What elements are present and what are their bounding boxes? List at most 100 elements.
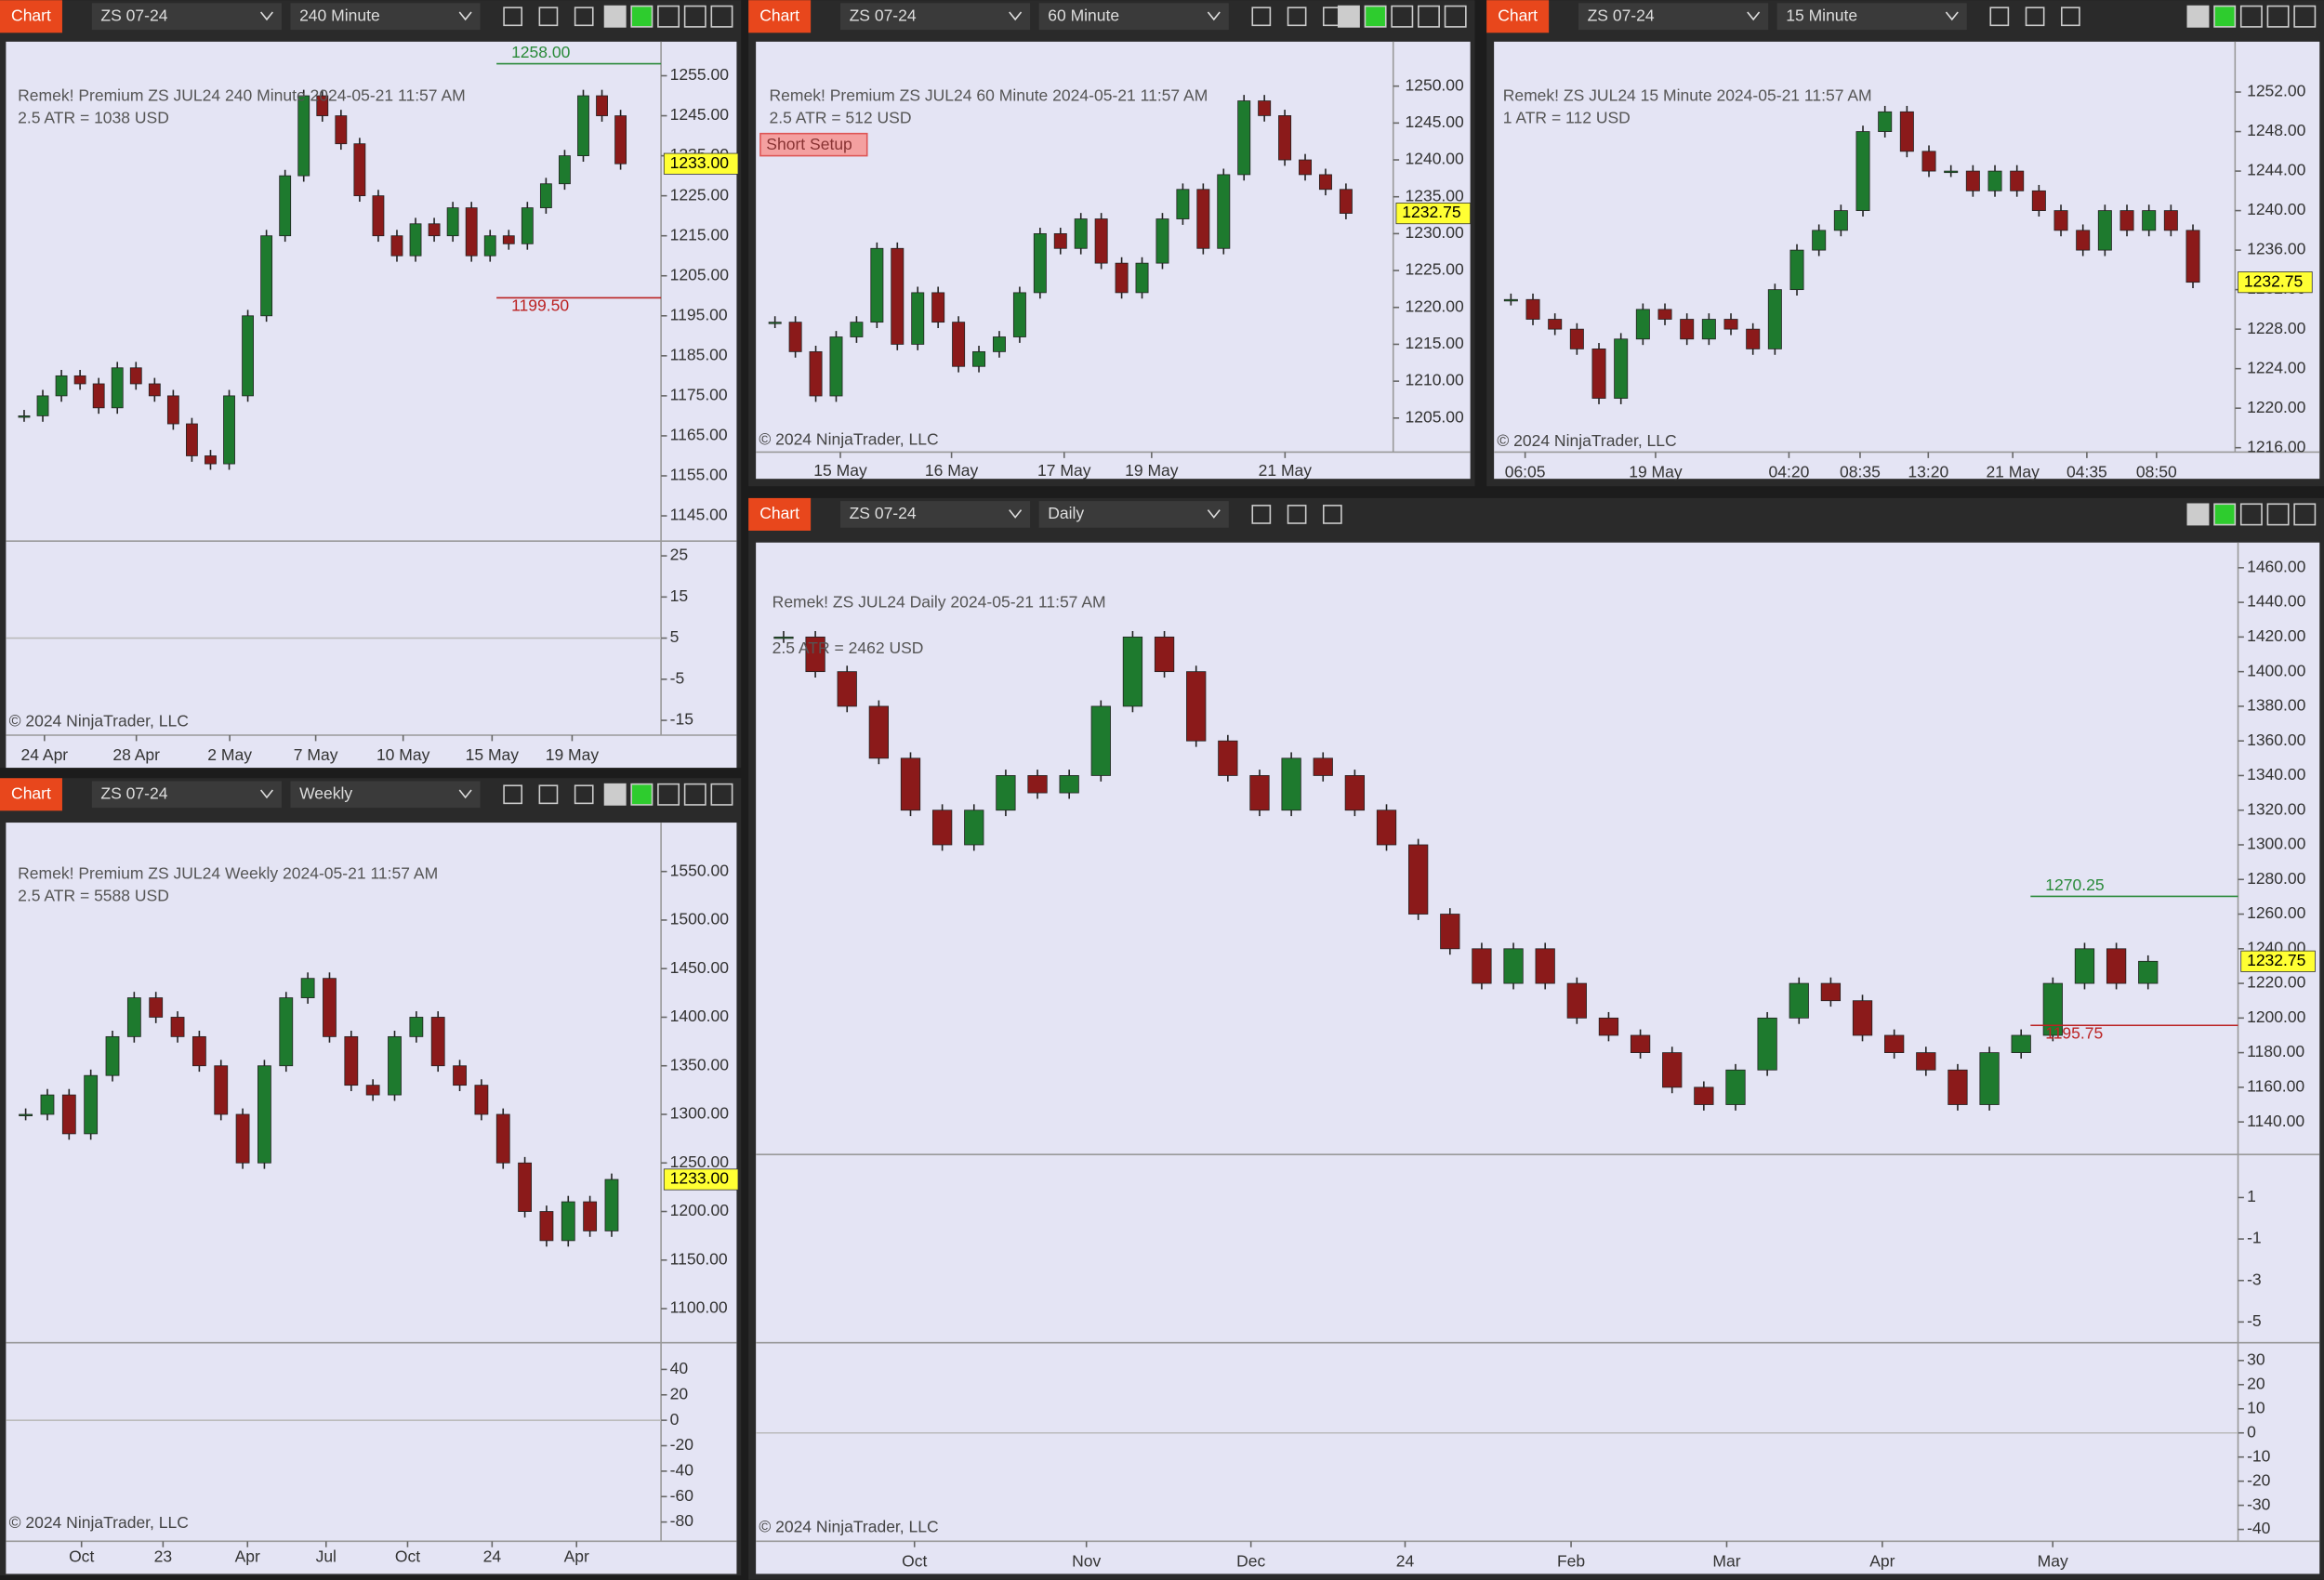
window-button[interactable] xyxy=(683,783,706,806)
toolbar-icon[interactable] xyxy=(538,7,559,27)
window-button[interactable] xyxy=(2186,503,2210,526)
candle xyxy=(805,636,825,673)
candle xyxy=(577,95,589,157)
window-button[interactable] xyxy=(2213,5,2237,28)
candle xyxy=(1833,210,1848,231)
indicator-tick-label: -20 xyxy=(2247,1470,2271,1489)
candle xyxy=(1852,1000,1873,1036)
candle xyxy=(1657,309,1672,320)
window-button[interactable] xyxy=(710,5,733,28)
instrument-label: ZS 07-24 xyxy=(850,6,917,24)
window-button[interactable] xyxy=(1418,5,1440,28)
tab[interactable] xyxy=(0,778,62,811)
toolbar-icon[interactable] xyxy=(2060,7,2080,27)
candle xyxy=(1053,232,1067,249)
indicator-tick-label: 20 xyxy=(2247,1374,2265,1392)
candle xyxy=(559,155,571,185)
candle xyxy=(502,235,515,244)
window-button[interactable] xyxy=(2266,503,2290,526)
window-button[interactable] xyxy=(657,783,680,806)
date-label: Mar xyxy=(1712,1551,1740,1570)
window-button[interactable] xyxy=(2213,503,2237,526)
candle xyxy=(1281,757,1301,811)
toolbar-icon[interactable] xyxy=(1287,505,1307,524)
date-label: Oct xyxy=(902,1551,927,1570)
toolbar-icon[interactable] xyxy=(574,784,594,805)
price-tick-label: 1320.00 xyxy=(2247,799,2306,818)
window-button[interactable] xyxy=(603,5,627,28)
date-label: 24 xyxy=(483,1547,502,1566)
date-label: Oct xyxy=(395,1547,420,1566)
price-tick-label: 1185.00 xyxy=(670,345,728,363)
window-button[interactable] xyxy=(630,783,654,806)
candle xyxy=(539,1211,554,1242)
toolbar-icon[interactable] xyxy=(1251,505,1272,524)
indicator-tick-label: -5 xyxy=(2247,1311,2262,1330)
window-button[interactable] xyxy=(2266,5,2290,28)
candle xyxy=(1820,982,1842,1002)
price-tick-label: 1215.00 xyxy=(670,225,730,244)
interval-label: 60 Minute xyxy=(1048,6,1119,24)
window-button[interactable] xyxy=(1364,5,1387,28)
candle xyxy=(1878,111,1893,132)
instrument-label: ZS 07-24 xyxy=(100,6,167,24)
candle xyxy=(931,810,953,846)
window-button[interactable] xyxy=(2239,5,2263,28)
price-tick-label: 1224.00 xyxy=(2247,358,2306,376)
price-tick-label: 1252.00 xyxy=(2247,82,2306,100)
price-tick-label: 1250.00 xyxy=(1405,75,1464,94)
toolbar-icon[interactable] xyxy=(538,784,559,805)
dropdown-arrow xyxy=(458,11,472,21)
window-button[interactable] xyxy=(1444,5,1467,28)
toolbar-icon[interactable] xyxy=(1322,505,1342,524)
tab[interactable] xyxy=(748,497,812,531)
toolbar-icon[interactable] xyxy=(2025,7,2045,27)
toolbar-icon[interactable] xyxy=(503,784,523,805)
instrument-dropdown[interactable] xyxy=(1578,3,1769,31)
interval-dropdown[interactable] xyxy=(290,781,481,809)
interval-dropdown[interactable] xyxy=(1038,501,1229,528)
window-button[interactable] xyxy=(603,783,627,806)
window-button[interactable] xyxy=(657,5,680,28)
toolbar-icon[interactable] xyxy=(1251,7,1272,27)
window-button[interactable] xyxy=(2239,503,2263,526)
date-label: Oct xyxy=(69,1547,94,1566)
chart-title: Remek! Premium ZS JUL24 Weekly 2024-05-2… xyxy=(18,864,438,883)
candle xyxy=(1948,1069,1968,1105)
window-button[interactable] xyxy=(2293,5,2317,28)
tab[interactable] xyxy=(1486,0,1550,33)
date-label: 19 May xyxy=(1125,461,1179,480)
instrument-dropdown[interactable] xyxy=(840,501,1031,528)
window-button[interactable] xyxy=(683,5,706,28)
toolbar-icon[interactable] xyxy=(574,7,594,27)
window-button[interactable] xyxy=(630,5,654,28)
instrument-dropdown[interactable] xyxy=(91,3,282,31)
tab[interactable] xyxy=(748,0,812,33)
toolbar-icon[interactable] xyxy=(503,7,523,27)
toolbar-icon[interactable] xyxy=(1989,7,2010,27)
interval-dropdown[interactable] xyxy=(1038,3,1229,31)
toolbar-icon[interactable] xyxy=(1287,7,1307,27)
window-button[interactable] xyxy=(1391,5,1414,28)
candle xyxy=(388,1035,402,1096)
candle xyxy=(1812,230,1827,251)
atr-label: 1 ATR = 112 USD xyxy=(1503,108,1631,126)
atr-label: 2.5 ATR = 512 USD xyxy=(769,108,911,126)
candle xyxy=(1591,349,1606,399)
indicator-tick-label: 15 xyxy=(670,586,688,605)
window-button[interactable] xyxy=(2186,5,2210,28)
interval-dropdown[interactable] xyxy=(290,3,481,31)
candle xyxy=(2074,948,2095,984)
window-button[interactable] xyxy=(710,783,733,806)
instrument-dropdown[interactable] xyxy=(91,781,282,809)
window-button[interactable] xyxy=(2293,503,2317,526)
price-tick-label: 1235.00 xyxy=(1405,186,1464,204)
interval-dropdown[interactable] xyxy=(1776,3,1967,31)
window-button[interactable] xyxy=(1337,5,1360,28)
level-label: 1195.75 xyxy=(2045,1023,2103,1042)
tab[interactable] xyxy=(0,0,62,33)
price-tick-label: 1228.00 xyxy=(2247,319,2306,337)
candle xyxy=(1569,328,1584,349)
instrument-dropdown[interactable] xyxy=(840,3,1031,31)
